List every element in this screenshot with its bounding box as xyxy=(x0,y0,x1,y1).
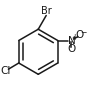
Text: Cl: Cl xyxy=(0,66,11,76)
Text: N: N xyxy=(68,36,75,46)
Text: −: − xyxy=(80,28,87,38)
Text: O: O xyxy=(67,44,76,54)
Text: Br: Br xyxy=(41,6,52,16)
Text: +: + xyxy=(72,33,78,42)
Text: O: O xyxy=(76,30,84,40)
